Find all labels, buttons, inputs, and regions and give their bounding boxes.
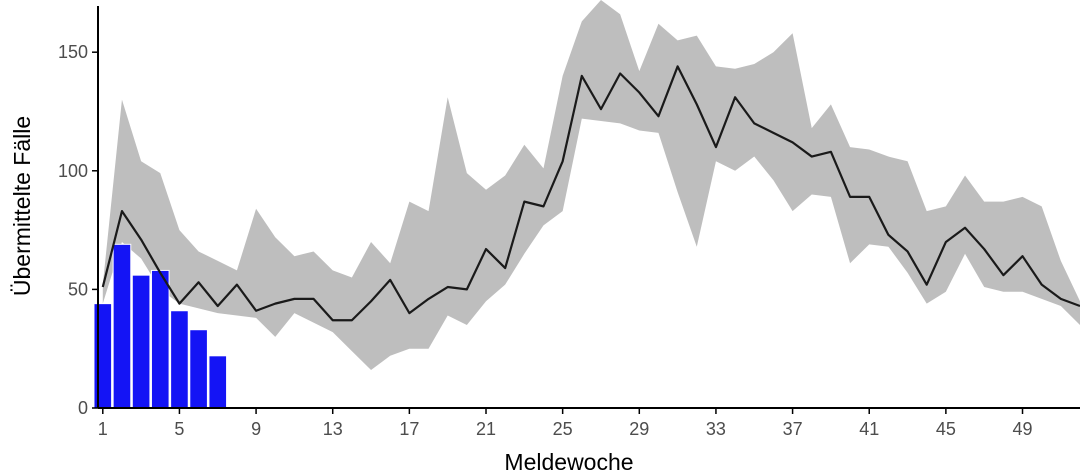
y-tick-label-50: 50 <box>68 279 88 299</box>
x-axis-title: Meldewoche <box>504 449 633 475</box>
y-axis-title: Übermittelte Fälle <box>9 116 35 296</box>
y-tick-label-150: 150 <box>58 42 88 62</box>
confidence-band-layer <box>102 0 1080 371</box>
x-tick-label-5: 5 <box>174 419 184 439</box>
bar-week-2 <box>112 243 132 409</box>
x-tick-label-49: 49 <box>1013 419 1033 439</box>
x-tick-label-21: 21 <box>476 419 496 439</box>
x-tick-label-1: 1 <box>98 419 108 439</box>
bar-layer <box>93 243 228 409</box>
y-tick-label-0: 0 <box>78 398 88 418</box>
bar-week-1 <box>93 303 113 409</box>
bar-week-4 <box>150 269 170 409</box>
x-tick-label-17: 17 <box>399 419 419 439</box>
bar-week-5 <box>170 310 189 409</box>
series-line <box>101 65 1080 322</box>
x-tick-label-25: 25 <box>553 419 573 439</box>
bar-week-6 <box>189 329 208 409</box>
x-tick-label-45: 45 <box>936 419 956 439</box>
confidence-band <box>102 0 1080 371</box>
x-tick-label-9: 9 <box>251 419 261 439</box>
x-tick-label-29: 29 <box>629 419 649 439</box>
x-tick-label-41: 41 <box>859 419 879 439</box>
bar-week-3 <box>131 274 151 409</box>
x-tick-label-33: 33 <box>706 419 726 439</box>
bar-week-7 <box>208 355 228 409</box>
x-tick-label-13: 13 <box>323 419 343 439</box>
x-tick-label-37: 37 <box>783 419 803 439</box>
axis-layer: 0 50 100 150 1 5 9 13 17 21 25 29 33 37 41 45 49 <box>58 6 1080 439</box>
line-layer <box>101 65 1080 322</box>
y-tick-label-100: 100 <box>58 161 88 181</box>
